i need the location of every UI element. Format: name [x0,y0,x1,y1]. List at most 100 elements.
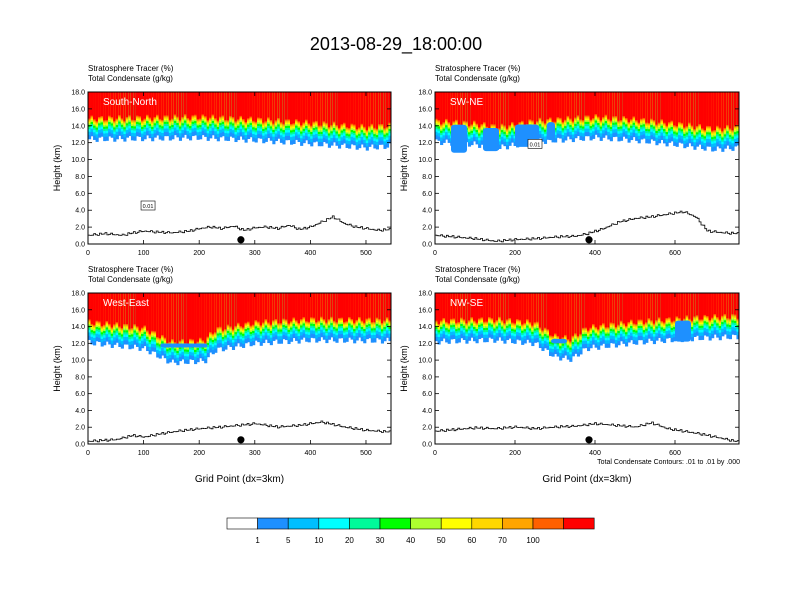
tracer-band [627,92,631,122]
tracer-band [120,293,124,329]
tracer-band [640,92,644,119]
tracer-intrusion [451,124,467,153]
tracer-band [290,293,294,322]
tracer-band [113,293,117,325]
tracer-band [201,92,205,115]
tracer-band [467,293,472,321]
y-tick-label: 0.0 [75,242,85,249]
tracer-band [368,293,372,318]
x-tick-label: 200 [193,450,205,457]
tracer-band [148,293,152,334]
tracer-band [533,92,537,124]
tracer-band [148,92,152,118]
tracer-band [657,92,662,123]
tracer-band [652,92,656,121]
tracer-band [478,92,482,128]
tracer-band [105,293,109,322]
tracer-band [214,293,218,333]
tracer-band [135,92,140,116]
tracer-band [549,293,553,336]
tracer-band [168,293,172,342]
terrain-line [88,215,391,236]
tracer-band [305,293,309,322]
tracer-band [254,92,258,122]
tracer-band [490,293,494,319]
y-tick-label: 18.0 [418,90,432,97]
tracer-band [385,92,390,127]
tracer-band [272,92,276,124]
y-tick-label: 2.0 [422,225,432,232]
tracer-band [254,293,258,321]
tracer-band [495,293,499,321]
tracer-band [625,92,629,119]
contour-label: 0.01 [143,204,154,210]
tracer-band [455,92,459,120]
tracer-band [604,293,608,328]
tracer-band [330,293,334,317]
tracer-band [130,92,135,120]
tracer-band [521,293,525,325]
tracer-band [98,92,102,117]
tracer-band [373,293,377,322]
tracer-band [151,293,155,331]
panel-west-east: Stratosphere Tracer (%)Total Condensate … [52,265,392,485]
tracer-band [163,92,167,116]
tracer-band [493,92,497,125]
tracer-band [189,293,193,339]
tracer-band [189,92,193,120]
tracer-band [647,92,651,123]
tracer-band [133,92,137,121]
terrain-line [435,210,739,243]
tracer-band [287,92,291,120]
tracer-band [199,92,203,119]
y-tick-label: 10.0 [418,157,432,164]
tracer-band [513,92,517,126]
tracer-band [355,92,359,130]
tracer-band [125,92,129,117]
tracer-band [249,92,253,117]
tracer-band [500,92,504,124]
tracer-band [264,293,268,320]
tracer-band [673,92,677,126]
tracer-band [292,92,296,124]
tracer-band [310,293,314,318]
tracer-band [490,92,494,125]
tracer-band [141,293,145,328]
panel-subtitle-tracer: Stratosphere Tracer (%) [435,64,521,73]
tracer-band [191,92,195,116]
tracer-band [650,92,654,119]
tracer-band [221,293,225,331]
tracer-band [350,293,354,320]
tracer-band [325,92,329,123]
tracer-band [505,92,510,129]
tracer-band [113,92,117,122]
y-tick-label: 6.0 [422,191,432,198]
y-tick-label: 14.0 [71,324,85,331]
figure-title: 2013-08-29_18:00:00 [310,34,482,55]
tracer-band [103,293,107,325]
tracer-band [242,92,246,120]
tracer-band [284,293,289,320]
tracer-band [470,293,474,318]
tracer-band [541,293,545,331]
y-axis-label: Height (km) [399,145,409,192]
tracer-band [143,293,147,326]
tracer-band [317,92,321,126]
tracer-band [234,293,238,326]
tracer-band [690,92,694,126]
x-tick-label: 200 [509,250,521,257]
tracer-band [125,293,129,325]
tracer-band [569,92,573,119]
tracer-band [678,92,682,123]
tracer-band [204,92,208,117]
tracer-band [625,293,629,326]
panel-label: SW-NE [450,97,483,108]
tracer-band [214,92,218,119]
tracer-band [480,293,484,318]
x-tick-label: 600 [669,250,681,257]
tracer-band [186,92,190,119]
tracer-band [478,293,482,319]
tracer-band [511,293,515,323]
tracer-band [635,92,639,121]
tracer-band [322,293,326,320]
